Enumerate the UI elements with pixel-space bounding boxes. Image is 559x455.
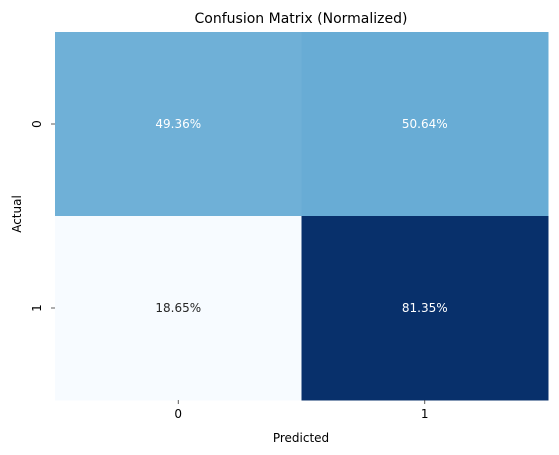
cell-label-r1-c0: 18.65% [155, 301, 201, 315]
y-axis-label: Actual [10, 195, 24, 233]
cell-label-r0-c0: 49.36% [155, 117, 201, 131]
heatmap-cell-r1-c0 [55, 216, 302, 401]
cell-label-r0-c1: 50.64% [402, 117, 448, 131]
x-tick-label-0: 0 [174, 407, 182, 421]
x-axis-label: Predicted [273, 431, 329, 445]
chart-title: Confusion Matrix (Normalized) [195, 11, 408, 27]
heatmap-cell-r0-c0 [55, 32, 302, 217]
y-tick-label-0: 0 [30, 120, 44, 128]
cell-label-r1-c1: 81.35% [402, 301, 448, 315]
y-axis: 01 [30, 120, 55, 312]
heatmap-cell-r1-c1 [301, 216, 549, 401]
y-tick-label-1: 1 [30, 304, 44, 312]
heatmap-cell-r0-c1 [301, 32, 549, 217]
heatmap-cells [55, 32, 549, 401]
heatmap-cell-labels: 49.36% 50.64% 18.65% 81.35% [155, 117, 447, 315]
x-tick-label-1: 1 [421, 407, 429, 421]
